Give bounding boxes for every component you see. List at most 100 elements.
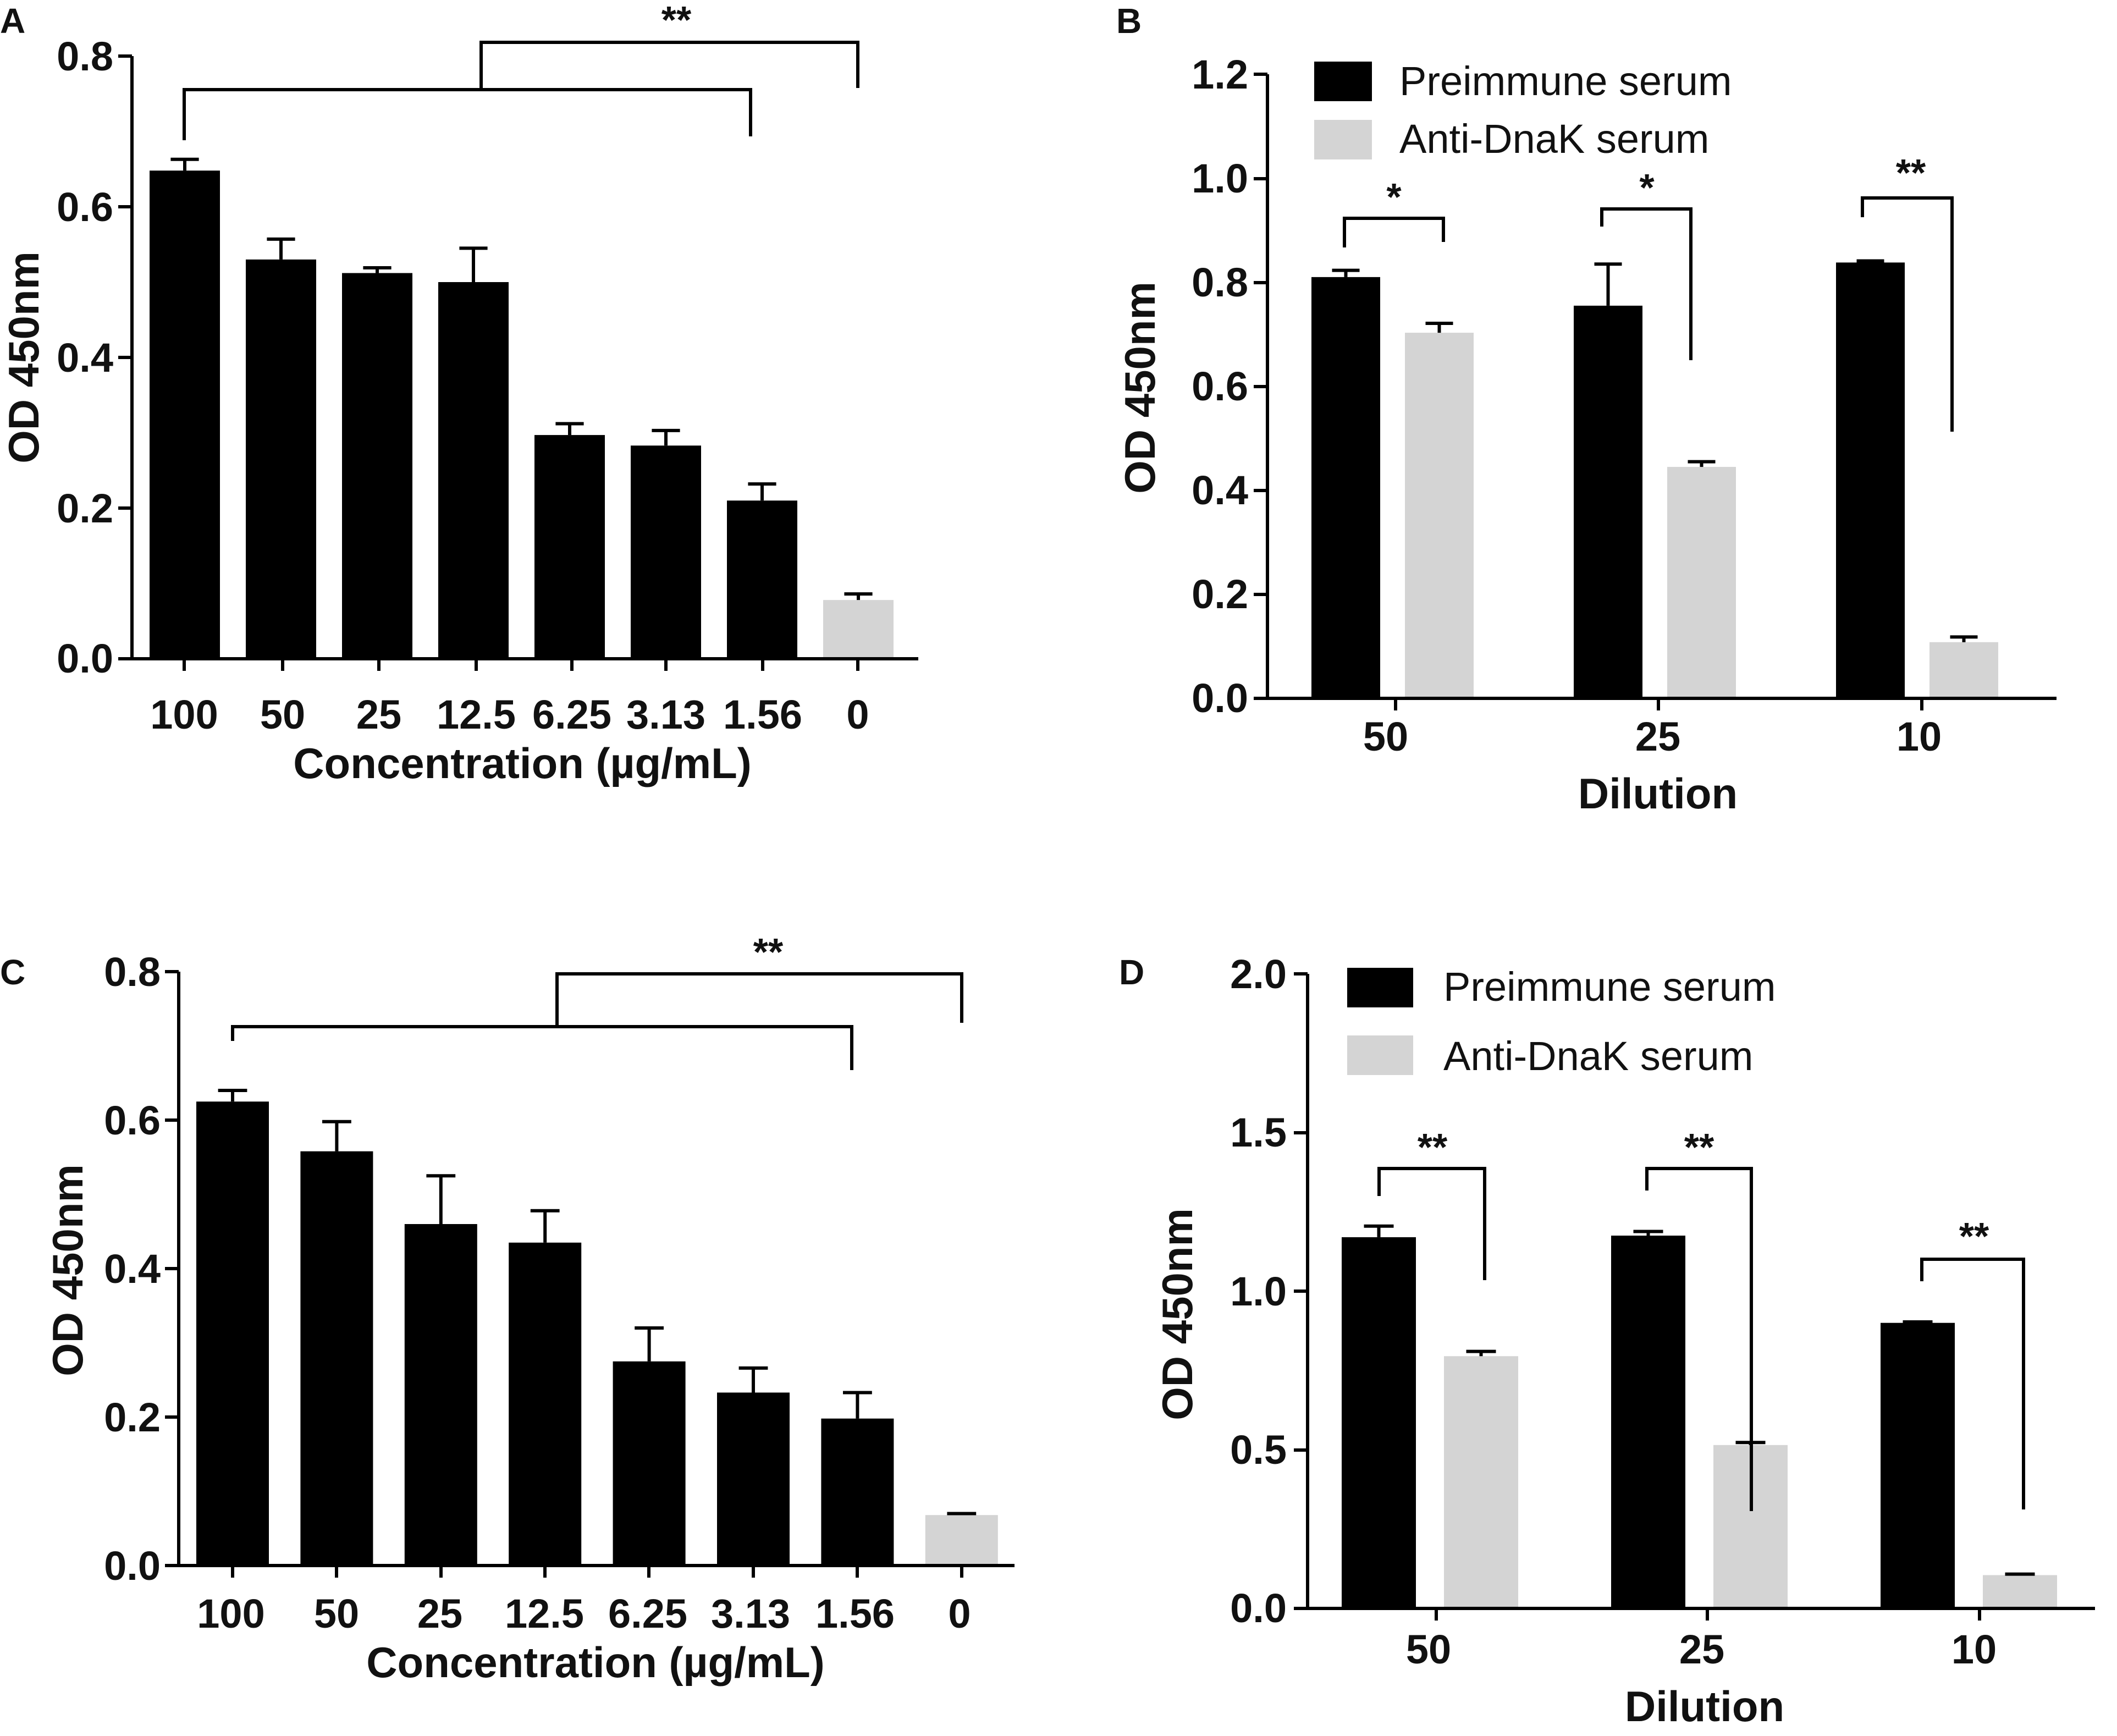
panel-b-error-bars [1332,259,1978,642]
panel-d-ytick-3: 1.5 [1230,1110,1287,1155]
panel-a-xtick-1: 50 [260,692,305,737]
panel-d-x-tick-marks [1435,1608,1981,1621]
panel-a-bar-4 [534,435,605,659]
panel-d-ytick-4: 2.0 [1230,951,1287,997]
panel-c-error-bar-3 [530,1209,560,1243]
panel-b-significance-bracket-1 [1600,207,1693,360]
panel-c-error-bars [218,1089,977,1515]
panel-b-error-bar-anti-1 [1688,460,1716,467]
panel-d-legend-label-anti: Anti-DnaK serum [1443,1033,1753,1079]
panel-d-bar-preimmune-0 [1342,1237,1416,1608]
panel-b-legend-swatch-preimmune [1314,62,1372,101]
panel-a-error-bar-0 [170,157,199,171]
panel-b-ytick-5: 1.0 [1192,156,1248,201]
panel-c-y-tick-marks [165,970,179,1567]
panel-b-bar-anti-0 [1405,333,1474,698]
panel-b-error-bar-preimmune-0 [1332,268,1360,277]
panel-d-bar-preimmune-2 [1881,1322,1955,1608]
panel-c: C 0.0 0.2 0.4 0.6 0.8 OD 450nm 100 50 25… [0,930,1015,1687]
panel-a-bar-5 [631,445,701,659]
panel-b-bar-preimmune-1 [1574,305,1642,698]
panel-a-ytick-3: 0.6 [57,184,113,230]
panel-c-significance-label: ** [753,930,784,973]
panel-d-y-ticks: 0.0 0.5 1.0 1.5 2.0 [1230,951,1287,1631]
panel-a-bars [150,170,894,659]
panel-b-bar-anti-2 [1929,642,1998,698]
panel-d-xtick-2: 10 [1951,1627,1997,1672]
panel-b-ytick-6: 1.2 [1192,52,1248,97]
panel-c-error-bar-5 [738,1366,768,1393]
panel-a-error-bars [170,157,873,600]
panel-d-xtick-1: 25 [1679,1627,1724,1672]
panel-b-xtick-1: 25 [1635,714,1680,759]
panel-a-bar-2 [342,273,412,659]
panel-c-xtick-3: 12.5 [505,1591,584,1636]
panel-c-bar-1 [300,1151,373,1566]
panel-b-axes [1266,74,2057,700]
panel-c-ytick-0: 0.0 [104,1543,161,1589]
panel-b-significance-label-0: * [1386,175,1402,218]
panel-c-xtick-4: 6.25 [608,1591,687,1636]
panel-a-bar-0 [150,170,220,659]
panel-b-significance-label-1: * [1639,166,1655,209]
panel-b-x-axis-title: Dilution [1578,769,1738,818]
panel-c-error-bar-0 [218,1089,247,1102]
panel-a-xtick-3: 12.5 [437,692,516,737]
panel-d-significance-label-2: ** [1959,1215,1989,1258]
panel-d-x-axis-title: Dilution [1625,1682,1784,1731]
panel-c-xtick-7: 0 [948,1591,971,1636]
panel-a-error-bar-6 [748,482,776,501]
panel-b-x-tick-marks [1394,698,1923,710]
panel-b-legend-label-preimmune: Preimmune serum [1399,58,1732,104]
panel-a-xtick-7: 0 [846,692,869,737]
panel-a-bar-3 [438,282,509,659]
panel-d-ytick-1: 0.5 [1230,1427,1287,1473]
panel-b-ytick-2: 0.4 [1192,467,1248,513]
panel-d-x-ticks: 50 25 10 [1406,1627,1997,1672]
panel-c-x-ticks: 100 50 25 12.5 6.25 3.13 1.56 0 [197,1591,971,1636]
panel-a-significance-label: ** [661,0,692,41]
panel-a-error-bar-2 [363,266,392,273]
panel-d-legend: Preimmune serum Anti-DnaK serum [1347,964,1776,1079]
panel-c-bar-4 [613,1361,686,1566]
panel-c-ytick-2: 0.4 [104,1246,161,1292]
panel-a-y-tick-marks [118,54,132,660]
panel-c-y-axis-title: OD 450nm [43,1164,92,1376]
panel-b-significance-bracket-2 [1861,196,1954,432]
panel-c-bars [196,1101,998,1566]
panel-a-error-bar-5 [652,428,680,446]
panel-b: B 0.0 0.2 0.4 0.6 0.8 1.0 1.2 OD 450nm 5… [1116,1,2057,818]
panel-b-error-bar-anti-2 [1950,635,1978,642]
panel-d-xtick-0: 50 [1406,1627,1451,1672]
panel-b-significance-label-2: ** [1896,151,1926,194]
panel-c-error-bar-7 [947,1512,977,1515]
panel-d-error-bar-anti-2 [2005,1572,2035,1576]
panel-c-error-bar-2 [426,1174,456,1224]
panel-b-ytick-4: 0.8 [1192,260,1248,305]
panel-a: A 0.0 0.2 0.4 0.6 0.8 OD 450nm 100 50 25… [0,0,918,787]
panel-b-y-tick-marks [1254,73,1267,700]
panel-b-y-ticks: 0.0 0.2 0.4 0.6 0.8 1.0 1.2 [1192,52,1248,721]
panel-d-significance-bracket-2 [1920,1258,2025,1509]
panel-b-legend-swatch-anti [1314,120,1372,159]
panel-a-xtick-5: 3.13 [626,692,705,737]
panel-c-bar-6 [821,1418,894,1566]
panel-b-x-ticks: 50 25 10 [1363,714,1942,759]
panel-d-error-bar-preimmune-0 [1364,1224,1394,1237]
panel-d-significance-label-0: ** [1418,1126,1448,1169]
panel-c-xtick-0: 100 [197,1591,264,1636]
panel-b-significance-bracket-0 [1343,217,1445,247]
panel-d-bar-anti-2 [1983,1575,2057,1608]
panel-c-error-bar-6 [843,1391,872,1419]
panel-c-ytick-3: 0.6 [104,1098,161,1143]
panel-a-ytick-0: 0.0 [57,636,113,681]
panel-d-significance-bracket-0 [1377,1167,1486,1280]
panel-b-ytick-3: 0.6 [1192,363,1248,409]
panel-d-significance-bracket-1 [1645,1167,1753,1511]
panel-d-legend-swatch-preimmune [1347,968,1413,1007]
panel-d-bar-preimmune-1 [1611,1236,1685,1608]
panel-b-error-bar-preimmune-1 [1594,262,1622,306]
panel-a-error-bar-7 [844,592,873,600]
panel-d-legend-label-preimmune: Preimmune serum [1443,964,1776,1010]
panel-b-ytick-0: 0.0 [1192,675,1248,721]
